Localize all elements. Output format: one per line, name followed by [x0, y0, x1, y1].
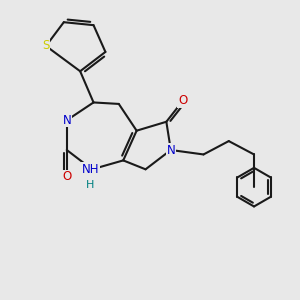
Text: N: N — [167, 143, 175, 157]
Text: O: O — [178, 94, 187, 107]
Text: S: S — [42, 40, 50, 52]
Text: O: O — [62, 170, 71, 183]
Text: NH: NH — [82, 163, 99, 176]
Text: N: N — [62, 114, 71, 127]
Text: H: H — [86, 180, 95, 190]
